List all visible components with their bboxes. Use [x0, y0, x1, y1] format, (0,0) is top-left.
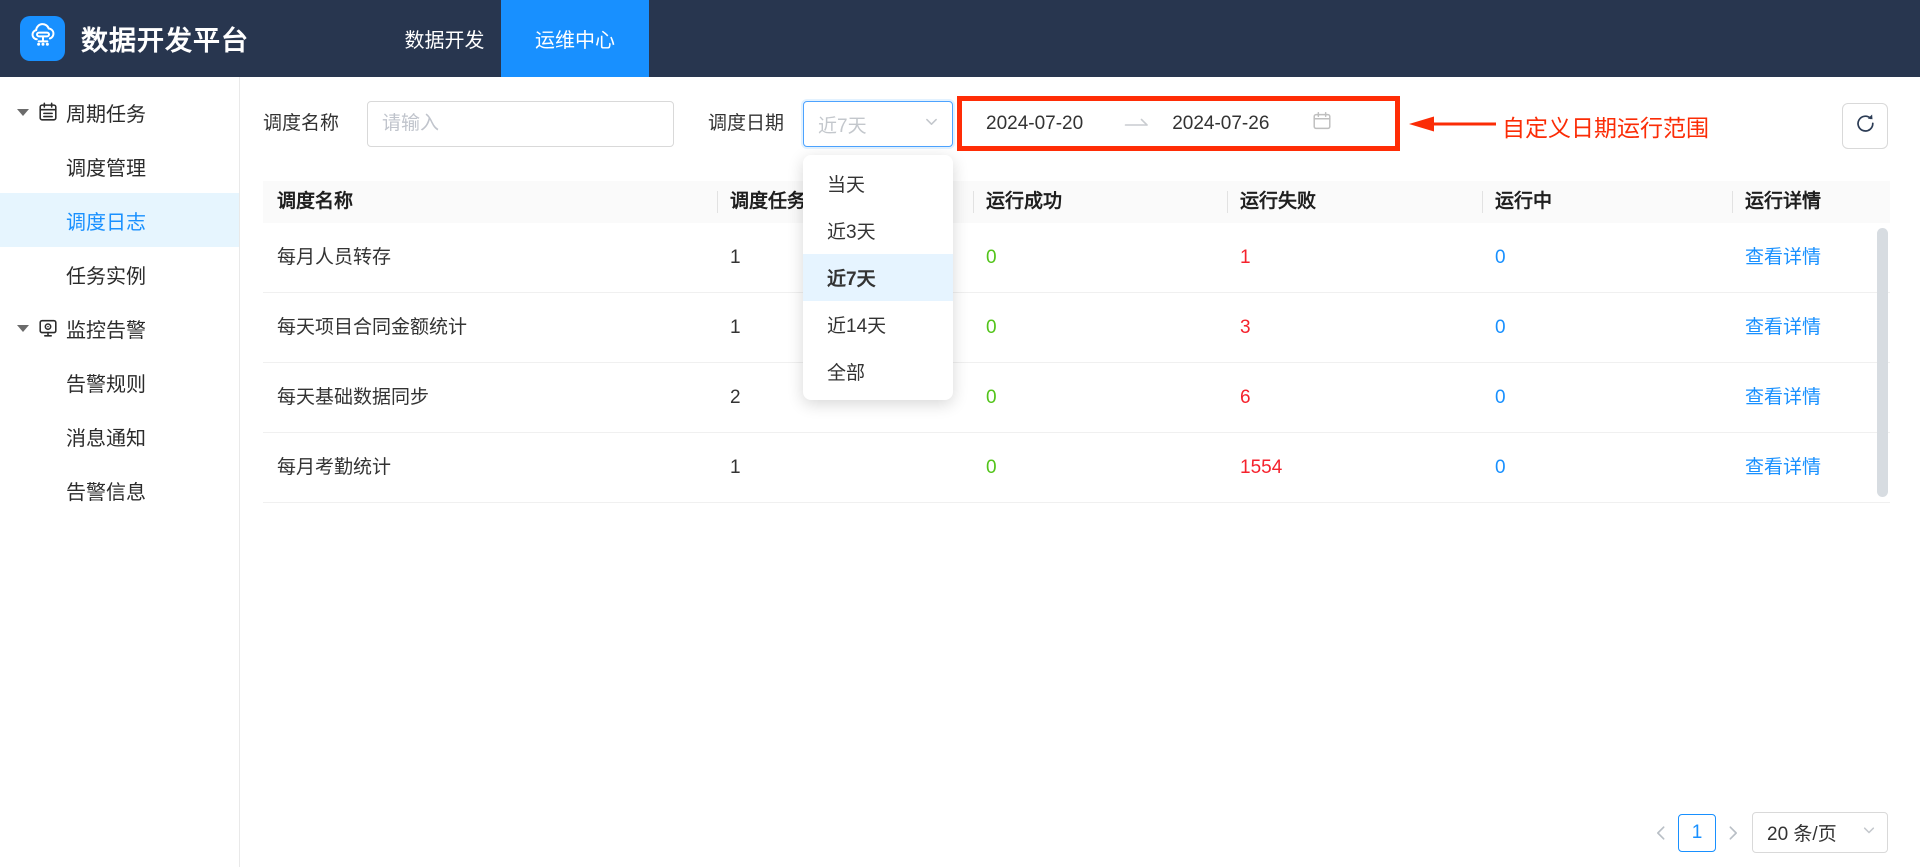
cell-run-fail: 3	[1240, 317, 1251, 338]
cloud-network-icon	[28, 21, 58, 56]
header-divider	[1732, 191, 1733, 213]
header-divider	[717, 191, 718, 213]
sidebar-item-label: 调度日志	[66, 211, 146, 234]
cell-schedule-name: 每天基础数据同步	[277, 387, 430, 408]
sidebar-item-task-instance[interactable]: 任务实例	[0, 247, 239, 301]
schedule-name-input[interactable]	[367, 101, 674, 147]
sidebar-item-schedule-log[interactable]: 调度日志	[0, 193, 239, 247]
top-navbar: 数据开发平台 数据开发 运维中心	[0, 0, 1920, 77]
calendar-icon	[37, 101, 59, 123]
header-cell-run-details: 运行详情	[1745, 191, 1822, 212]
sidebar-item-alert-rules[interactable]: 告警规则	[0, 355, 239, 409]
end-date-field[interactable]: 2024-07-26	[1172, 112, 1270, 134]
date-dropdown: 当天 近3天 近7天 近14天 全部	[803, 155, 953, 400]
sidebar-item-label: 任务实例	[66, 265, 146, 288]
header-divider	[1482, 191, 1483, 213]
pagination-next[interactable]	[1720, 815, 1744, 851]
cell-run-success: 0	[986, 387, 997, 408]
table-header: 调度名称 调度任务数 运行成功 运行失败 运行中 运行详情	[263, 181, 1890, 223]
view-details-link[interactable]: 查看详情	[1745, 317, 1822, 338]
sidebar-item-label: 周期任务	[66, 103, 146, 126]
annotation-text: 自定义日期运行范围	[1502, 115, 1709, 141]
sidebar-item-message-notify[interactable]: 消息通知	[0, 409, 239, 463]
nav-tab-data-dev[interactable]: 数据开发	[404, 30, 485, 52]
nav-tabs: 数据开发 运维中心	[388, 0, 649, 77]
cell-running: 0	[1495, 247, 1506, 268]
caret-down-icon	[17, 325, 29, 332]
cell-run-fail: 1554	[1240, 457, 1283, 478]
view-details-link[interactable]: 查看详情	[1745, 387, 1822, 408]
cell-schedule-name: 每月人员转存	[277, 247, 392, 268]
nav-tab-ops-center[interactable]: 运维中心	[501, 0, 649, 77]
table-row: 每月考勤统计 1 0 1554 0 查看详情	[263, 433, 1890, 503]
view-details-link[interactable]: 查看详情	[1745, 457, 1822, 478]
cell-task-count: 1	[730, 317, 741, 338]
date-range-select[interactable]: 近7天	[803, 101, 953, 147]
cell-schedule-name: 每天项目合同金额统计	[277, 317, 468, 338]
start-date-field[interactable]: 2024-07-20	[986, 112, 1084, 134]
pagination-page-1[interactable]: 1	[1678, 814, 1716, 852]
page-size-value: 20 条/页	[1767, 824, 1837, 845]
date-range-select-value: 近7天	[818, 115, 867, 137]
date-range-picker[interactable]: 2024-07-20 2024-07-26	[957, 96, 1400, 151]
schedule-name-label: 调度名称	[263, 113, 340, 134]
dropdown-option-today[interactable]: 当天	[827, 175, 866, 196]
table-body: 每月人员转存 1 0 1 0 查看详情 每天项目合同金额统计 1 0 3 0 查…	[263, 223, 1890, 503]
app-title: 数据开发平台	[81, 26, 249, 56]
header-divider	[973, 191, 974, 213]
chevron-down-icon	[1861, 822, 1877, 844]
schedule-date-label: 调度日期	[708, 113, 785, 134]
cell-task-count: 2	[730, 387, 741, 408]
cell-task-count: 1	[730, 457, 741, 478]
cell-schedule-name: 每月考勤统计	[277, 457, 392, 478]
cell-run-success: 0	[986, 317, 997, 338]
calendar-icon	[1311, 110, 1333, 137]
sidebar-item-label: 告警信息	[66, 481, 146, 504]
sidebar-item-schedule-manage[interactable]: 调度管理	[0, 139, 239, 193]
sidebar-item-label: 调度管理	[66, 157, 146, 180]
sidebar-group-periodic-tasks[interactable]: 周期任务	[0, 85, 239, 139]
cell-running: 0	[1495, 387, 1506, 408]
cell-running: 0	[1495, 317, 1506, 338]
page-size-select[interactable]: 20 条/页	[1752, 812, 1888, 853]
chevron-down-icon	[923, 113, 940, 136]
sidebar-item-label: 消息通知	[66, 427, 146, 450]
dropdown-option-all[interactable]: 全部	[827, 363, 866, 384]
dropdown-option-last-7-days[interactable]: 近7天	[803, 254, 953, 301]
pagination-prev[interactable]	[1650, 815, 1674, 851]
annotation-arrow	[1408, 111, 1498, 142]
cell-run-success: 0	[986, 247, 997, 268]
table-scrollbar[interactable]	[1877, 228, 1888, 497]
table-row: 每天项目合同金额统计 1 0 3 0 查看详情	[263, 293, 1890, 363]
cell-run-fail: 1	[1240, 247, 1251, 268]
chevron-left-icon	[1657, 826, 1665, 840]
chevron-right-icon	[1729, 826, 1737, 840]
refresh-button[interactable]	[1842, 103, 1888, 149]
header-cell-task-count: 调度任务数	[730, 191, 826, 212]
cell-running: 0	[1495, 457, 1506, 478]
view-details-link[interactable]: 查看详情	[1745, 247, 1822, 268]
app-logo	[20, 16, 65, 61]
header-cell-run-success: 运行成功	[986, 191, 1063, 212]
cell-run-fail: 6	[1240, 387, 1251, 408]
header-cell-schedule-name: 调度名称	[277, 191, 354, 212]
table-row: 每天基础数据同步 2 0 6 0 查看详情	[263, 363, 1890, 433]
header-cell-running: 运行中	[1495, 191, 1553, 212]
sidebar: 周期任务 调度管理 调度日志 任务实例 监控告警 告警规则 消息通知 告警信息	[0, 77, 240, 867]
cell-task-count: 1	[730, 247, 741, 268]
sidebar-item-label: 监控告警	[66, 319, 146, 342]
cell-run-success: 0	[986, 457, 997, 478]
sidebar-item-alert-info[interactable]: 告警信息	[0, 463, 239, 517]
refresh-icon	[1854, 112, 1877, 140]
swap-right-icon	[1123, 113, 1150, 135]
sidebar-item-label: 告警规则	[66, 373, 146, 396]
dropdown-option-last-14-days[interactable]: 近14天	[827, 316, 887, 337]
monitor-icon	[37, 317, 59, 339]
header-divider	[1227, 191, 1228, 213]
dropdown-option-last-3-days[interactable]: 近3天	[827, 222, 876, 243]
header-cell-run-fail: 运行失败	[1240, 191, 1317, 212]
caret-down-icon	[17, 109, 29, 116]
table-row: 每月人员转存 1 0 1 0 查看详情	[263, 223, 1890, 293]
sidebar-group-monitor-alert[interactable]: 监控告警	[0, 301, 239, 355]
